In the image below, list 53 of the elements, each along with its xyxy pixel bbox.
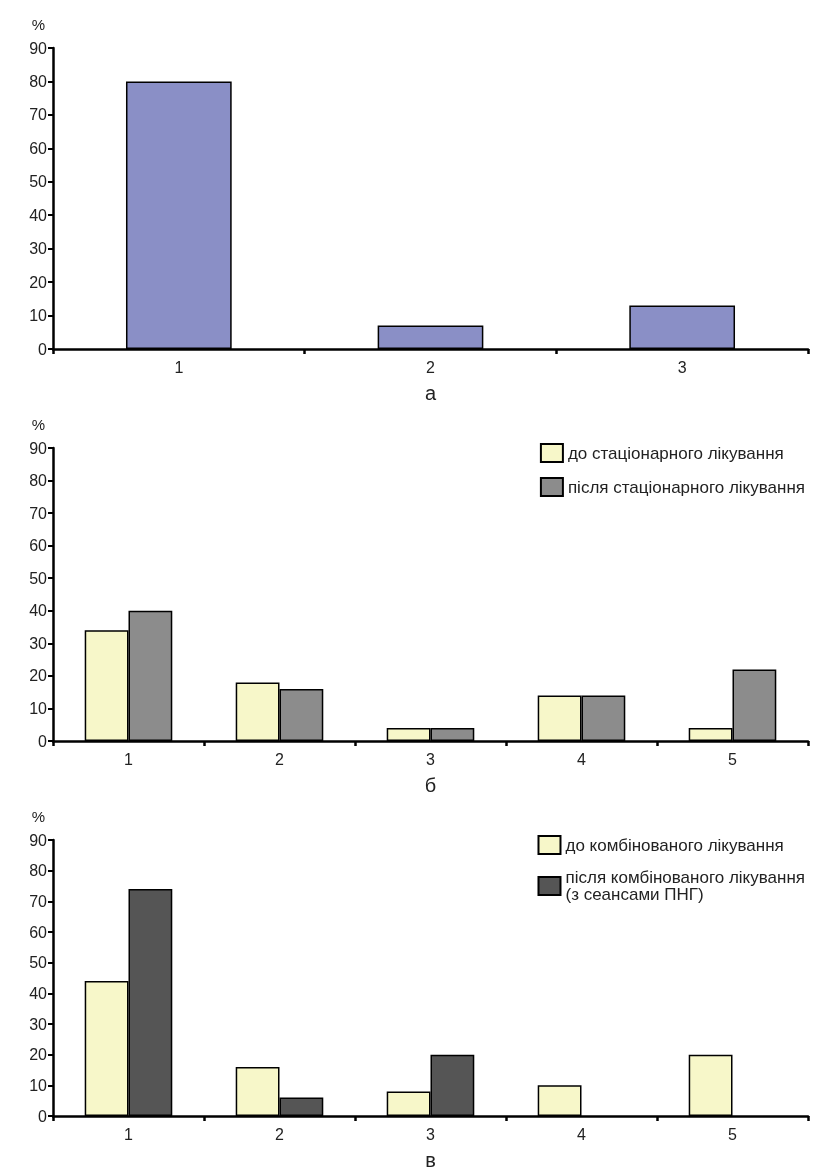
y-tick-label: 80 xyxy=(29,862,48,880)
x-tick-label: 3 xyxy=(426,1125,436,1143)
y-tick-label: 60 xyxy=(29,923,48,941)
y-tick-label: 60 xyxy=(29,139,48,157)
y-tick-label: 60 xyxy=(29,537,48,555)
legend-label: після комбінованого лікування (з сеансами ПНГ) xyxy=(565,868,805,904)
y-tick-label: 0 xyxy=(38,340,48,358)
x-tick-label: 2 xyxy=(426,358,436,376)
y-tick-label: 70 xyxy=(29,892,48,910)
x-tick-label: 5 xyxy=(728,750,738,768)
legend-label: після стаціонарного лікування xyxy=(567,477,806,497)
y-axis-title: % xyxy=(31,16,45,33)
x-tick-label: 1 xyxy=(124,1125,134,1143)
x-tick-label: 2 xyxy=(275,1125,285,1143)
y-tick-label: 90 xyxy=(29,439,48,457)
y-tick-label: 50 xyxy=(29,954,48,972)
y-tick-label: 50 xyxy=(29,173,48,191)
y-tick-label: 70 xyxy=(29,504,48,522)
x-tick-label: 4 xyxy=(577,1125,587,1143)
x-tick-label: 3 xyxy=(677,358,687,376)
x-axis-title: а xyxy=(424,382,437,404)
y-tick-label: 30 xyxy=(29,1015,48,1033)
y-tick-label: 80 xyxy=(29,472,48,490)
y-tick-label: 10 xyxy=(29,307,48,325)
y-tick-label: 0 xyxy=(38,732,48,750)
y-tick-label: 10 xyxy=(29,1076,48,1094)
x-tick-label: 4 xyxy=(577,750,587,768)
y-tick-label: 30 xyxy=(29,240,48,258)
y-tick-label: 20 xyxy=(29,273,48,291)
x-tick-label: 5 xyxy=(728,1125,738,1143)
x-tick-label: 3 xyxy=(426,750,436,768)
y-tick-label: 70 xyxy=(29,106,48,124)
y-tick-label: 40 xyxy=(29,206,48,224)
y-tick-label: 10 xyxy=(29,699,48,717)
x-tick-label: 2 xyxy=(275,750,285,768)
legend-label: до стаціонарного лікування xyxy=(567,443,784,463)
y-tick-label: 30 xyxy=(29,634,48,652)
y-axis-title: % xyxy=(31,808,45,825)
y-tick-label: 50 xyxy=(29,569,48,587)
y-tick-label: 20 xyxy=(29,667,48,685)
y-tick-label: 40 xyxy=(29,984,48,1002)
x-axis-title: б xyxy=(424,774,437,796)
y-tick-label: 0 xyxy=(38,1107,48,1125)
y-tick-label: 90 xyxy=(29,831,48,849)
legend-label: до комбінованого лікування xyxy=(565,835,784,855)
y-tick-label: 90 xyxy=(29,39,48,57)
y-tick-label: 40 xyxy=(29,602,48,620)
x-tick-label: 1 xyxy=(124,750,134,768)
x-axis-title: в xyxy=(425,1149,436,1171)
y-tick-label: 20 xyxy=(29,1046,48,1064)
y-tick-label: 80 xyxy=(29,72,48,90)
x-tick-label: 1 xyxy=(174,358,184,376)
y-axis-title: % xyxy=(31,416,45,433)
